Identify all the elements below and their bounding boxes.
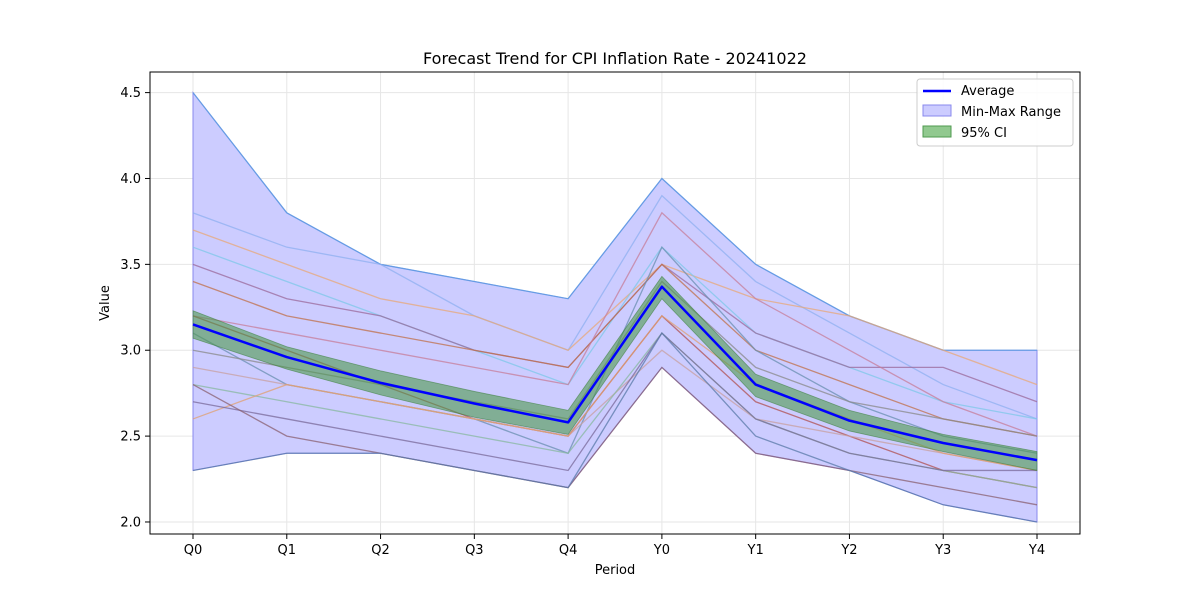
y-tick-label: 2.0 — [120, 515, 141, 530]
ci-area — [192, 275, 1038, 471]
legend-ci-label: 95% CI — [961, 126, 1007, 141]
forecaster-line — [192, 331, 1038, 523]
y-tick-label: 2.5 — [120, 430, 141, 445]
x-tick-label: Q4 — [559, 543, 578, 558]
plot-frame — [149, 71, 1081, 535]
forecaster-line — [192, 229, 1038, 386]
x-tick-label: Y3 — [934, 543, 951, 558]
x-tick-label: Q1 — [278, 543, 297, 558]
ci-band — [192, 275, 1038, 471]
forecaster-line — [192, 263, 1038, 437]
forecaster-line — [192, 211, 1038, 437]
x-tick-label: Y2 — [840, 543, 857, 558]
x-tick-label: Y1 — [747, 543, 764, 558]
y-tick-label: 4.0 — [120, 172, 141, 187]
legend-range-swatch — [922, 104, 952, 117]
y-tick-label: 3.5 — [120, 258, 141, 273]
x-tick-label: Q0 — [184, 543, 203, 558]
y-tick-label: 3.0 — [120, 344, 141, 359]
x-tick-label: Q2 — [371, 543, 390, 558]
legend-box — [916, 78, 1074, 147]
forecaster-line — [192, 194, 1038, 420]
legend-average-label: Average — [961, 84, 1014, 99]
y-axis-ticks: 2.0 2.5 3.0 3.5 4.0 4.5 — [120, 86, 150, 530]
legend-range-label: Min-Max Range — [961, 105, 1061, 120]
x-tick-label: Y4 — [1028, 543, 1045, 558]
average-line-group — [192, 285, 1038, 462]
x-axis-ticks: Q0 Q1 Q2 Q3 Q4 Y0 Y1 Y2 Y3 Y4 — [184, 534, 1045, 558]
y-axis-label: Value — [98, 285, 113, 321]
forecaster-line — [192, 366, 1038, 506]
x-axis-label: Period — [595, 563, 636, 578]
legend: Average Min-Max Range 95% CI — [916, 78, 1074, 147]
forecaster-line — [192, 332, 1037, 472]
chart-title: Forecast Trend for CPI Inflation Rate - … — [423, 49, 807, 68]
legend-ci-swatch — [922, 125, 952, 138]
x-tick-label: Q3 — [465, 543, 484, 558]
average-line — [192, 285, 1038, 462]
y-tick-label: 4.5 — [120, 86, 141, 101]
x-tick-label: Y0 — [653, 543, 670, 558]
